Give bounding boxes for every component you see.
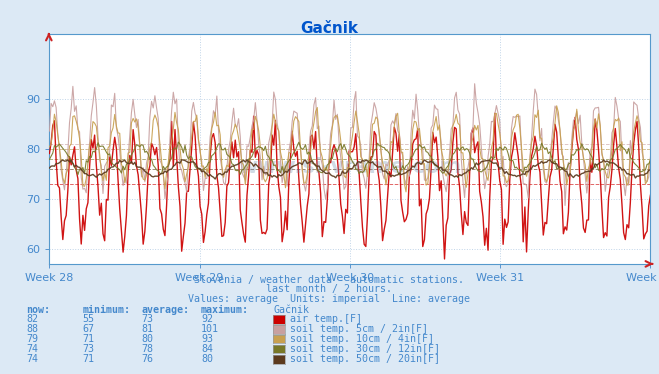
Text: soil temp. 10cm / 4in[F]: soil temp. 10cm / 4in[F] [290, 334, 434, 344]
Text: 80: 80 [142, 334, 154, 344]
Text: Gačnik: Gačnik [301, 21, 358, 36]
Text: 73: 73 [82, 344, 94, 354]
Text: Values: average  Units: imperial  Line: average: Values: average Units: imperial Line: av… [188, 294, 471, 304]
Text: 73: 73 [142, 314, 154, 324]
Text: 74: 74 [26, 354, 38, 364]
Text: 71: 71 [82, 354, 94, 364]
Text: last month / 2 hours.: last month / 2 hours. [266, 284, 393, 294]
Text: Slovenia / weather data - automatic stations.: Slovenia / weather data - automatic stat… [194, 275, 465, 285]
Text: 84: 84 [201, 344, 213, 354]
Text: soil temp. 50cm / 20in[F]: soil temp. 50cm / 20in[F] [290, 354, 440, 364]
Text: now:: now: [26, 305, 50, 315]
Text: 82: 82 [26, 314, 38, 324]
Text: 55: 55 [82, 314, 94, 324]
Text: Gačnik: Gačnik [273, 305, 310, 315]
Text: 78: 78 [142, 344, 154, 354]
Text: 67: 67 [82, 324, 94, 334]
Text: air temp.[F]: air temp.[F] [290, 314, 362, 324]
Text: 88: 88 [26, 324, 38, 334]
Text: 80: 80 [201, 354, 213, 364]
Text: 71: 71 [82, 334, 94, 344]
Text: soil temp. 5cm / 2in[F]: soil temp. 5cm / 2in[F] [290, 324, 428, 334]
Text: 81: 81 [142, 324, 154, 334]
Text: 93: 93 [201, 334, 213, 344]
Text: 79: 79 [26, 334, 38, 344]
Text: 74: 74 [26, 344, 38, 354]
Text: 101: 101 [201, 324, 219, 334]
Text: 92: 92 [201, 314, 213, 324]
Text: minimum:: minimum: [82, 305, 130, 315]
Text: soil temp. 30cm / 12in[F]: soil temp. 30cm / 12in[F] [290, 344, 440, 354]
Text: average:: average: [142, 305, 190, 315]
Text: maximum:: maximum: [201, 305, 249, 315]
Text: 76: 76 [142, 354, 154, 364]
Text: www.si-vreme.com: www.si-vreme.com [239, 157, 461, 177]
